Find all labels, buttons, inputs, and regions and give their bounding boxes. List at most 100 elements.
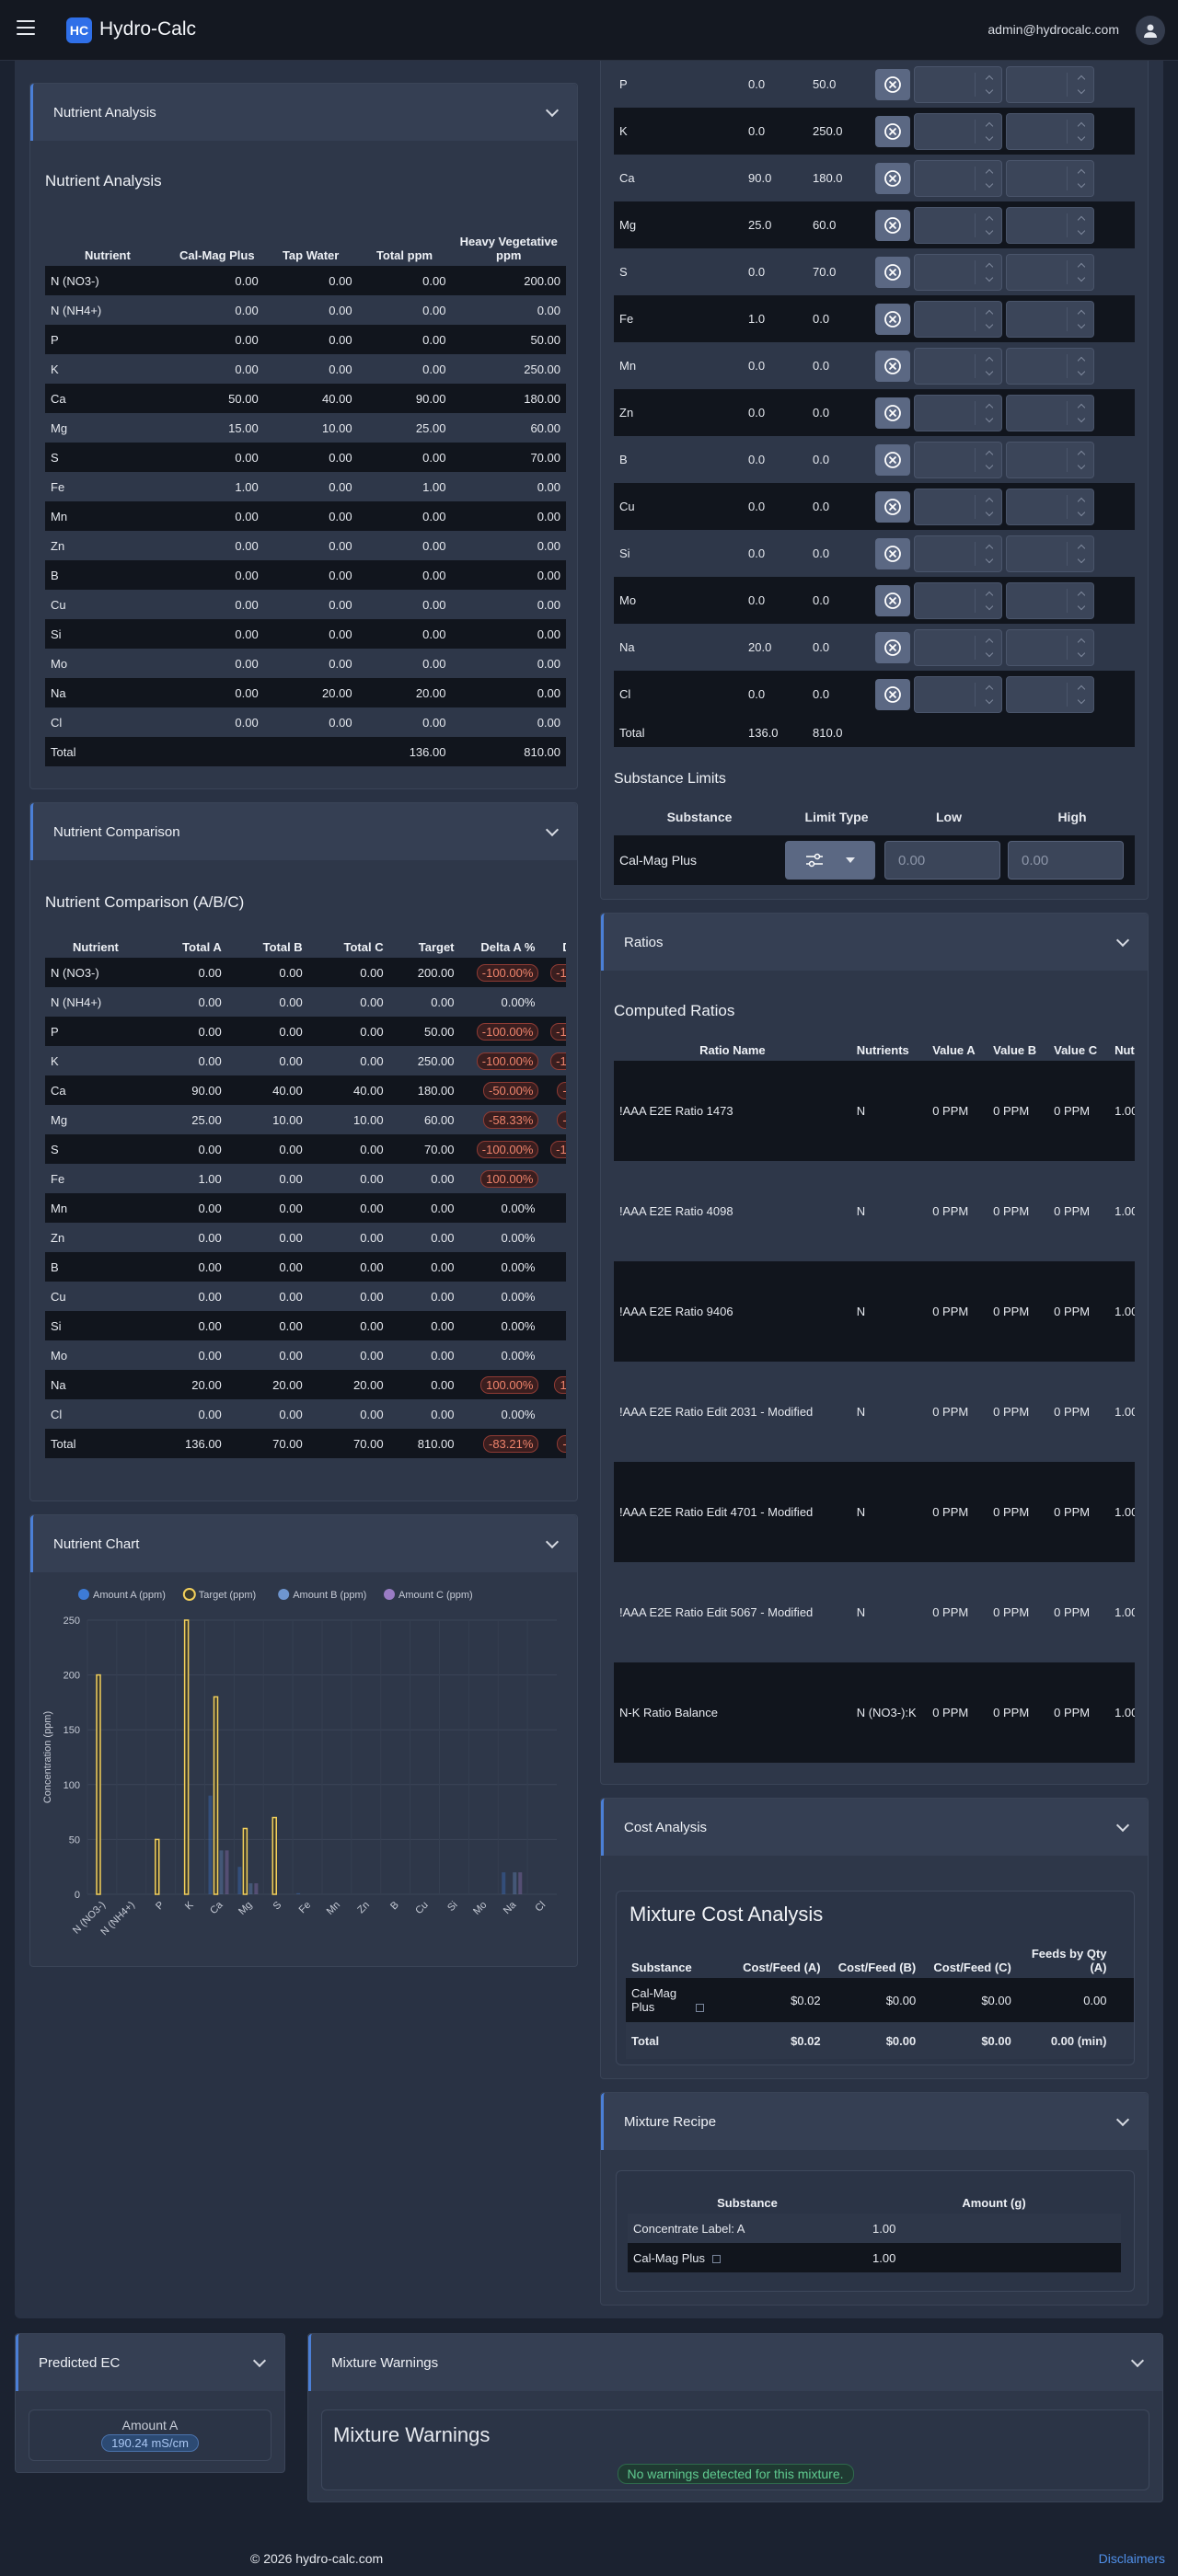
reset-limit-button[interactable] [875, 631, 910, 663]
ratio-row[interactable]: !AAA E2E Ratio Edit 5067 - Modified N 0 PP… [614, 1562, 1135, 1662]
min-stepper[interactable] [914, 65, 1002, 103]
table-cell: K [45, 354, 170, 384]
min-stepper[interactable] [914, 394, 1002, 431]
reset-limit-button[interactable] [875, 303, 910, 335]
chevron-down-icon[interactable] [545, 103, 560, 117]
nutrient-analysis-panel-header[interactable]: Nutrient Analysis [30, 84, 577, 141]
edit-icon[interactable] [696, 2004, 704, 2013]
max-stepper[interactable] [1006, 488, 1094, 525]
max-stepper[interactable] [1006, 535, 1094, 572]
legend-label[interactable]: Amount A (ppm) [93, 1590, 166, 1601]
table-cell: 0.00 [388, 1282, 460, 1311]
section-title: Nutrient Comparison (A/B/C) [45, 893, 245, 911]
max-stepper[interactable] [1006, 441, 1094, 478]
low-limit-input[interactable]: 0.00 [884, 841, 1000, 880]
min-stepper[interactable] [914, 441, 1002, 478]
max-stepper[interactable] [1006, 394, 1094, 431]
chevron-down-icon[interactable] [1115, 933, 1130, 947]
table-row: Zn0.000.000.000.000.00%0. [45, 1223, 566, 1252]
high-limit-input[interactable]: 0.00 [1008, 841, 1124, 880]
cost-analysis-panel-header[interactable]: Cost Analysis [601, 1799, 1148, 1856]
max-stepper[interactable] [1006, 675, 1094, 713]
chevron-down-icon[interactable] [1130, 2353, 1145, 2367]
legend-label[interactable]: Amount C (ppm) [398, 1590, 473, 1601]
edit-icon[interactable] [712, 2254, 722, 2263]
max-stepper[interactable] [1006, 112, 1094, 150]
table-cell: 1.00 [1109, 1362, 1135, 1462]
table-cell: 20.00 [145, 1370, 227, 1399]
section-title: Computed Ratios [614, 1002, 735, 1019]
disclaimers-link[interactable]: Disclaimers [1098, 2551, 1165, 2566]
min-stepper[interactable] [914, 535, 1002, 572]
hamburger-menu-icon[interactable] [17, 20, 35, 35]
max-stepper[interactable] [1006, 628, 1094, 666]
nutrient-comparison-table-wrap[interactable]: Nutrient Total A Total B Total C Target Delta… [45, 932, 566, 1458]
reset-limit-button[interactable] [875, 584, 910, 616]
max-stepper[interactable] [1006, 206, 1094, 244]
ratio-row[interactable]: !AAA E2E Ratio 9406 N 0 PPM 0 PPM 0 PPM 1.00 [614, 1261, 1135, 1362]
ratios-panel-header[interactable]: Ratios [601, 914, 1148, 971]
ratio-row[interactable]: !AAA E2E Ratio 4098 N 0 PPM 0 PPM 0 PPM 1.00 [614, 1161, 1135, 1261]
min-stepper[interactable] [914, 675, 1002, 713]
min-stepper[interactable] [914, 488, 1002, 525]
chevron-down-icon[interactable] [545, 822, 560, 836]
chevron-down-icon[interactable] [1115, 1818, 1130, 1832]
chevron-down-icon[interactable] [252, 2353, 267, 2367]
column-header: Delta [540, 932, 566, 958]
user-avatar-icon[interactable] [1136, 16, 1165, 45]
reset-limit-button[interactable] [875, 115, 910, 147]
mixture-recipe-panel-header[interactable]: Mixture Recipe [601, 2093, 1148, 2150]
mixture-warnings-panel-header[interactable]: Mixture Warnings [308, 2334, 1162, 2391]
reset-limit-button[interactable] [875, 209, 910, 241]
max-stepper[interactable] [1006, 253, 1094, 291]
cost-table-wrap[interactable]: Substance Cost/Feed (A) Cost/Feed (B) Cost/… [626, 1936, 1134, 2059]
reset-limit-button[interactable] [875, 397, 910, 429]
legend-swatch [78, 1589, 89, 1600]
reset-limit-button[interactable] [875, 490, 910, 523]
delta-badge: -100.0 [550, 963, 566, 982]
reset-limit-button[interactable] [875, 162, 910, 194]
max-stepper[interactable] [1006, 581, 1094, 619]
min-stepper[interactable] [914, 159, 1002, 197]
min-stepper[interactable] [914, 347, 1002, 385]
max-stepper[interactable] [1006, 347, 1094, 385]
ratio-row[interactable]: !AAA E2E Ratio Edit 4701 - Modified N 0 PP… [614, 1462, 1135, 1562]
table-cell: 0.00% [459, 1223, 541, 1252]
max-stepper[interactable] [1006, 65, 1094, 103]
nutrient-comparison-panel-header[interactable]: Nutrient Comparison [30, 803, 577, 860]
table-cell: 136.00 [145, 1429, 227, 1458]
min-stepper[interactable] [914, 628, 1002, 666]
table-cell: 0.00 [226, 1282, 308, 1311]
reset-limit-button[interactable] [875, 678, 910, 710]
legend-label[interactable]: Amount B (ppm) [293, 1590, 366, 1601]
reset-limit-button[interactable] [875, 443, 910, 476]
ratio-row[interactable]: N-K Ratio Balance N (NO3-):K 0 PPM 0 PPM 0 P… [614, 1662, 1135, 1763]
reset-limit-button[interactable] [875, 68, 910, 100]
min-stepper[interactable] [914, 581, 1002, 619]
reset-limit-button[interactable] [875, 350, 910, 382]
nutrient-chart-panel-header[interactable]: Nutrient Chart [30, 1515, 577, 1572]
bar-na-s2 [513, 1872, 517, 1894]
reset-limit-button[interactable] [875, 256, 910, 288]
ratio-row[interactable]: !AAA E2E Ratio Edit 2031 - Modified N 0 PP… [614, 1362, 1135, 1462]
ratios-table-wrap[interactable]: Ratio Name Nutrients Value A Value B Value C… [614, 1035, 1135, 1763]
table-cell: 0.00 [263, 443, 358, 472]
chevron-down-icon[interactable] [545, 1535, 560, 1548]
ratio-row[interactable]: !AAA E2E Ratio 1473 N 0 PPM 0 PPM 0 PPM 1.00 [614, 1061, 1135, 1161]
reset-limit-button[interactable] [875, 537, 910, 569]
chevron-down-icon[interactable] [1115, 2112, 1130, 2126]
max-stepper[interactable] [1006, 159, 1094, 197]
table-row: Ca 90.0 180.0 [614, 155, 1135, 201]
limit-type-select[interactable] [785, 841, 875, 880]
min-stepper[interactable] [914, 206, 1002, 244]
table-cell: P [45, 1017, 146, 1046]
nutrient-analysis-table-wrap[interactable]: Nutrient Cal-Mag Plus Tap Water Total ppm He… [45, 213, 566, 766]
min-stepper[interactable] [914, 300, 1002, 338]
max-stepper[interactable] [1006, 300, 1094, 338]
min-stepper[interactable] [914, 253, 1002, 291]
predicted-ec-panel-header[interactable]: Predicted EC [16, 2334, 284, 2391]
min-stepper[interactable] [914, 112, 1002, 150]
legend-label[interactable]: Target (ppm) [199, 1590, 256, 1601]
table-cell: 0.00 [145, 1252, 227, 1282]
